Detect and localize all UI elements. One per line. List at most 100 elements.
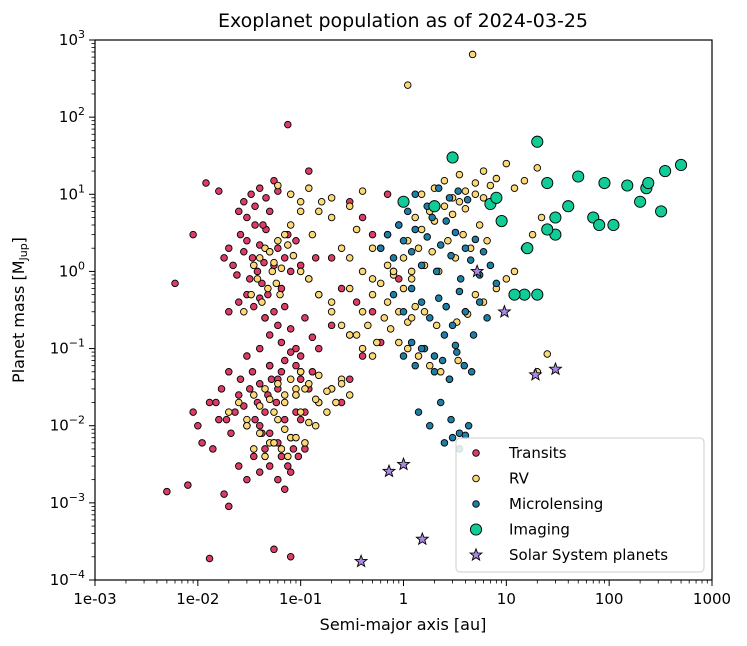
transits-point — [305, 167, 313, 175]
plot-area — [94, 39, 713, 581]
imaging-point — [521, 242, 534, 255]
x-tick-label: 1e-02 — [176, 590, 219, 608]
rv-point — [389, 267, 398, 276]
rv-point — [440, 202, 449, 210]
rv-point — [483, 236, 491, 245]
transits-point — [248, 368, 257, 376]
rv-point — [305, 418, 313, 427]
microlensing-point — [447, 251, 455, 260]
imaging-point — [634, 195, 647, 208]
rv-point — [368, 290, 377, 299]
rv-point — [235, 398, 243, 407]
rv-point — [305, 379, 313, 388]
microlensing-point — [442, 217, 450, 225]
transits-point — [277, 368, 286, 376]
rv-point — [286, 375, 295, 384]
transits-point — [215, 415, 223, 424]
rv-point — [277, 445, 286, 453]
rv-point — [395, 338, 403, 347]
microlensing-point — [475, 298, 484, 306]
rv-point — [270, 258, 278, 267]
transits-point — [225, 502, 233, 511]
rv-point — [280, 398, 289, 407]
microlensing-point — [414, 408, 423, 416]
microlensing-point — [404, 207, 412, 216]
rv-point — [345, 331, 354, 339]
transits-point — [189, 230, 197, 239]
transits-point — [255, 379, 264, 388]
transits-point — [274, 244, 282, 252]
imaging-point — [607, 218, 620, 232]
rv-point — [247, 290, 255, 299]
rv-point — [323, 408, 331, 416]
imaging-point — [549, 211, 562, 224]
transits-point — [280, 302, 289, 311]
y-axis-ticks: 10−4 10−3 10−2 10−1 100 101 102 103 — [50, 28, 95, 589]
imaging-point — [531, 288, 544, 301]
transits-point — [171, 279, 179, 288]
rv-point — [510, 267, 519, 276]
transits-point — [220, 254, 228, 262]
transits-point — [395, 275, 403, 283]
microlensing-point — [445, 375, 454, 384]
transits-point — [296, 375, 305, 384]
transits-point — [205, 554, 214, 563]
legend: Transits RV Microlensing Imaging Solar Syste… — [455, 437, 705, 573]
rv-point — [270, 408, 278, 416]
rv-point — [284, 452, 292, 461]
imaging-point — [495, 214, 508, 228]
transits-point — [270, 545, 278, 554]
rv-point — [411, 213, 419, 222]
rv-point — [261, 385, 269, 393]
transits-point — [240, 198, 248, 206]
rv-point — [253, 275, 262, 283]
rv-point — [352, 331, 361, 339]
rv-point — [454, 356, 462, 365]
legend-marker — [472, 474, 480, 483]
transits-point — [286, 325, 295, 333]
rv-point — [436, 368, 445, 376]
microlensing-point — [411, 225, 419, 234]
transits-point — [255, 344, 264, 353]
microlensing-point — [455, 287, 464, 296]
rv-point — [276, 290, 284, 299]
microlensing-point — [407, 284, 416, 293]
transits-point — [255, 184, 264, 192]
rv-point — [407, 267, 416, 276]
microlensing-point — [436, 398, 445, 407]
microlensing-point — [453, 348, 461, 356]
transits-point — [251, 202, 259, 210]
microlensing-point — [483, 314, 491, 322]
transits-point — [280, 415, 289, 424]
transits-point — [229, 261, 237, 270]
microlensing-point — [440, 331, 449, 339]
rv-point — [323, 387, 331, 395]
rv-point — [327, 308, 336, 316]
rv-point — [492, 174, 501, 183]
rv-point — [475, 221, 484, 229]
imaging-point — [593, 218, 606, 232]
imaging-point — [659, 165, 672, 178]
transits-point — [246, 385, 254, 393]
microlensing-point — [411, 190, 419, 199]
rv-point — [520, 176, 529, 185]
microlensing-point — [438, 356, 447, 365]
transits-point — [212, 398, 220, 407]
transits-point — [274, 475, 282, 484]
rv-point — [292, 385, 300, 393]
rv-point — [327, 213, 336, 222]
transits-point — [296, 352, 305, 360]
transits-point — [205, 398, 214, 407]
solar-system-planets-point — [381, 463, 397, 478]
x-axis-ticks: 1e-03 1e-02 1e-01 1 10 100 1000 — [73, 580, 731, 608]
transits-point — [270, 308, 278, 316]
rv-point — [440, 176, 449, 185]
rv-point — [345, 254, 354, 262]
rv-point — [280, 391, 289, 399]
rv-point — [270, 439, 278, 447]
rv-point — [358, 267, 367, 276]
transits-point — [280, 254, 289, 262]
transits-point — [250, 302, 258, 311]
imaging-point — [397, 195, 410, 208]
rv-point — [225, 408, 233, 416]
